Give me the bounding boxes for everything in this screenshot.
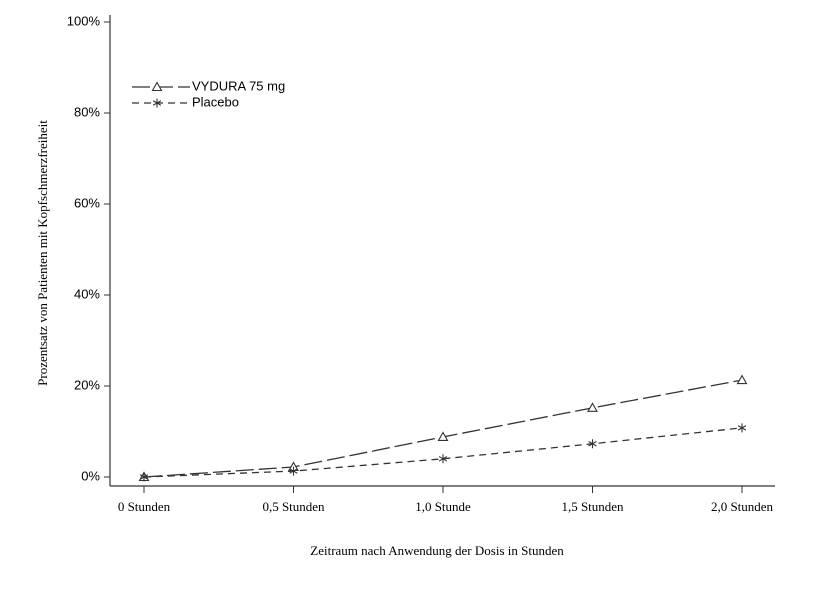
y-tick-label: 20% xyxy=(74,377,100,392)
marker xyxy=(736,374,748,385)
marker xyxy=(588,439,597,449)
x-axis-label: Zeitraum nach Anwendung der Dosis in Stu… xyxy=(310,543,564,558)
legend-label: Placebo xyxy=(192,94,239,109)
y-tick-label: 100% xyxy=(67,13,101,28)
x-tick-label: 0,5 Stunden xyxy=(262,499,325,514)
y-tick-label: 0% xyxy=(81,468,100,483)
marker xyxy=(587,402,598,412)
marker xyxy=(737,423,747,433)
x-tick-label: 2,0 Stunden xyxy=(711,499,774,514)
x-tick-label: 1,5 Stunden xyxy=(561,499,624,514)
marker xyxy=(437,431,449,442)
marker xyxy=(139,472,149,482)
marker xyxy=(289,466,298,476)
y-tick-label: 40% xyxy=(74,286,100,301)
legend-marker xyxy=(152,98,162,108)
legend-label: VYDURA 75 mg xyxy=(192,78,285,93)
x-tick-label: 0 Stunden xyxy=(118,499,171,514)
legend-marker xyxy=(151,81,163,92)
x-tick-label: 1,0 Stunde xyxy=(415,499,471,514)
series-line xyxy=(143,427,743,478)
y-axis-label: Prozentsatz von Patienten mit Kopfschmer… xyxy=(35,120,50,386)
marker xyxy=(438,454,448,464)
y-tick-label: 60% xyxy=(74,195,100,210)
y-tick-label: 80% xyxy=(74,104,100,119)
